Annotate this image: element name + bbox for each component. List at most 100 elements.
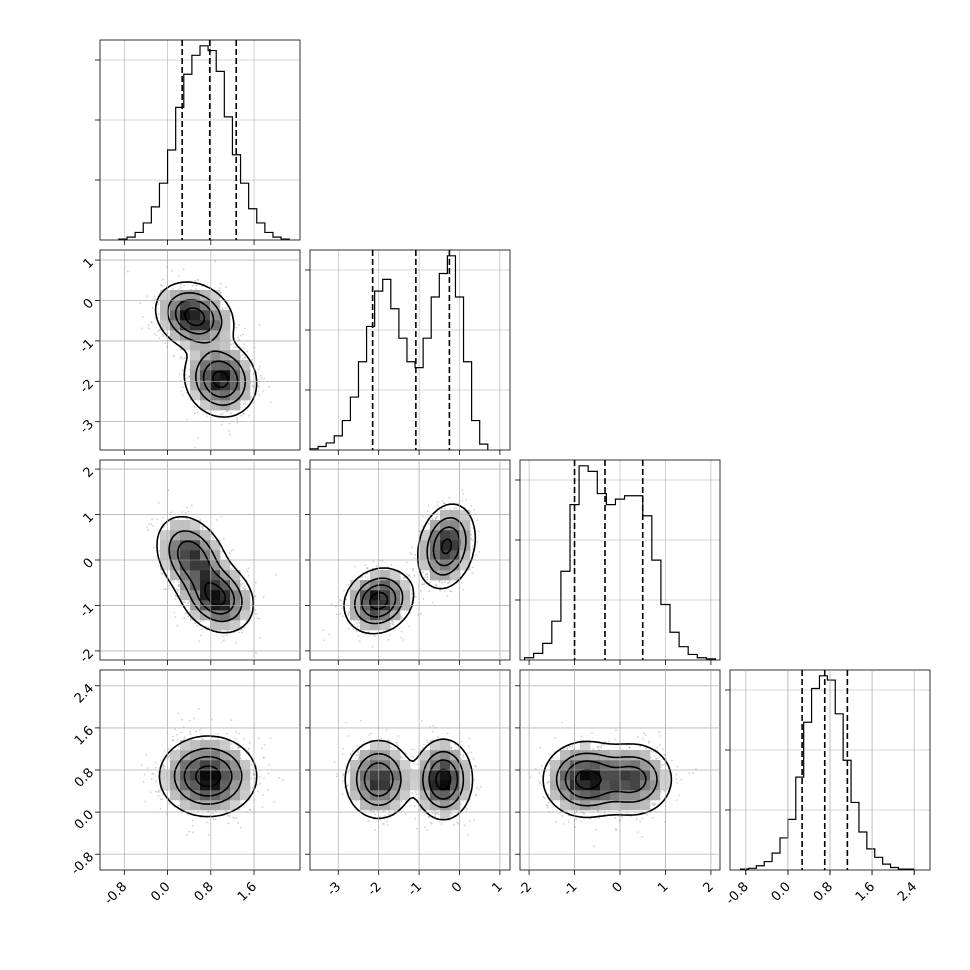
scatter-point (457, 502, 460, 505)
contour-lines (156, 516, 255, 634)
density-cell (220, 360, 231, 371)
density-cell (220, 330, 231, 341)
scatter-point (257, 368, 260, 371)
scatter-point (212, 537, 215, 540)
density-cell (220, 620, 231, 631)
density-cell (200, 570, 211, 581)
scatter-point (178, 373, 181, 376)
scatter-point (187, 601, 189, 604)
density-cell (160, 290, 171, 301)
scatter-point (156, 518, 158, 521)
contour-level (168, 530, 243, 623)
density-cell (230, 400, 241, 411)
density-cell (380, 620, 391, 631)
density-cell (450, 540, 461, 551)
scatter-point (421, 525, 424, 528)
scatter-point (423, 583, 426, 585)
histogram-step-line (523, 465, 717, 660)
density-cell (190, 550, 201, 561)
scatter-point (165, 266, 168, 268)
scatter-point (435, 517, 438, 519)
scatter-point (187, 615, 189, 618)
scatter-point (238, 323, 240, 326)
scatter-point (247, 748, 250, 750)
scatter-point (260, 377, 263, 380)
scatter-point (415, 596, 417, 598)
scatter-point (478, 551, 481, 553)
contour-level (354, 517, 467, 625)
density-cell (370, 610, 381, 621)
x-tick-label: 2.4 (895, 879, 920, 904)
scatter-point (448, 496, 451, 499)
scatter-point (340, 599, 342, 602)
scatter-point (408, 625, 411, 628)
density-cell (380, 570, 391, 581)
scatter-point (238, 631, 241, 634)
scatter-point (263, 377, 265, 380)
scatter-point (186, 377, 189, 379)
scatter-point (364, 575, 367, 578)
scatter-point (239, 757, 242, 760)
density-cell (450, 530, 461, 541)
scatter-point (420, 613, 422, 615)
scatter-point (262, 390, 265, 392)
scatter-point (436, 504, 439, 507)
scatter-point (444, 581, 446, 584)
scatter-point (427, 523, 430, 525)
scatter-point (419, 590, 422, 592)
scatter-point (186, 383, 189, 386)
scatter-point (180, 286, 182, 289)
contour-lines (343, 503, 477, 635)
scatter-point (157, 313, 160, 316)
density-cell (160, 560, 171, 571)
scatter-point (243, 626, 246, 629)
scatter-point (235, 417, 238, 420)
histogram-step-line (739, 675, 915, 870)
scatter-point (258, 394, 261, 396)
scatter-point (237, 336, 240, 339)
density-cell (200, 530, 211, 541)
scatter-point (242, 582, 244, 585)
scatter-point (234, 738, 237, 740)
scatter-point (251, 358, 253, 361)
scatter-point (147, 324, 150, 327)
density-cell (170, 520, 181, 531)
scatter-point (175, 588, 178, 591)
scatter-point (157, 330, 160, 332)
scatter-point (221, 412, 224, 415)
scatter-point (167, 489, 170, 492)
scatter-point (228, 429, 230, 432)
scatter-point (178, 274, 181, 277)
scatter-point (161, 573, 164, 575)
y-tick-label: 0 (81, 555, 97, 571)
scatter-point (171, 288, 174, 290)
scatter-point (194, 406, 196, 409)
scatter-point (422, 598, 425, 600)
scatter-point (413, 574, 416, 577)
density-cell (450, 550, 461, 561)
scatter-point (476, 519, 479, 522)
density-cell (170, 290, 181, 301)
scatter-point (461, 489, 464, 492)
y-tick-label: -3 (77, 417, 97, 437)
scatter-point (193, 412, 196, 415)
scatter-point (251, 385, 254, 388)
scatter-point (348, 627, 350, 630)
density-cell (390, 580, 401, 591)
density-cell (170, 330, 181, 341)
axes-frame (309, 249, 511, 451)
scatter-point (192, 831, 194, 834)
scatter-point (162, 335, 165, 337)
scatter-point (434, 517, 437, 520)
panel-background (100, 40, 300, 240)
scatter-point (322, 629, 325, 631)
scatter-point (220, 515, 223, 518)
scatter-point (471, 545, 474, 548)
scatter-point (262, 756, 265, 759)
scatter-point (183, 284, 186, 287)
scatter-point (174, 598, 177, 600)
density-cell (190, 580, 201, 591)
scatter-point (147, 327, 150, 330)
density-cell (220, 600, 231, 611)
density-cell (440, 510, 451, 521)
